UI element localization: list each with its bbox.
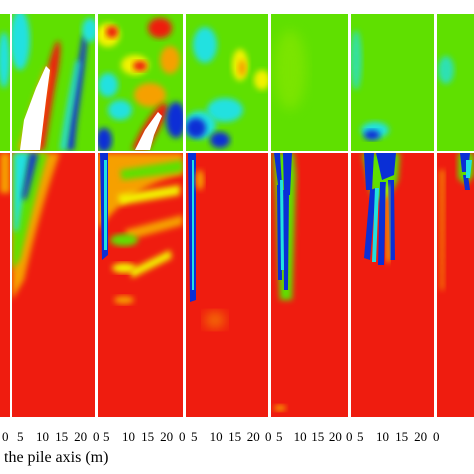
tick-label: 10	[376, 429, 389, 444]
tick-label: 0	[179, 429, 186, 444]
tick-label: 10	[36, 429, 49, 444]
tick-label: 20	[329, 429, 342, 444]
tick-label: 0	[265, 429, 272, 444]
panel-1-bottom	[12, 153, 95, 417]
tick-label: 5	[17, 429, 24, 444]
tick-label: 20	[74, 429, 87, 444]
panel-6-bottom	[437, 153, 474, 417]
x-axis-title: the pile axis (m)	[4, 449, 109, 466]
tick-label: 0	[433, 429, 440, 444]
panel-4-bottom	[271, 153, 348, 417]
tick-label: 15	[311, 429, 324, 444]
panel-3-bottom	[186, 153, 268, 417]
tick-label: 0	[93, 429, 100, 444]
tick-label: 15	[141, 429, 154, 444]
panel-4-top	[271, 14, 348, 151]
tick-label: 20	[160, 429, 173, 444]
panel-2-top	[98, 14, 183, 151]
panel-5-bottom	[351, 153, 434, 417]
tick-label: 0	[346, 429, 353, 444]
panel-3-top	[186, 14, 268, 151]
tick-label: 10	[210, 429, 223, 444]
tick-label: 5	[103, 429, 110, 444]
panel-5-top	[351, 14, 434, 151]
tick-label: 10	[122, 429, 135, 444]
edge-strip-bottom	[0, 153, 10, 417]
tick-label: 20	[247, 429, 260, 444]
tick-label: 5	[357, 429, 364, 444]
tick-label: 20	[414, 429, 427, 444]
tick-label: 5	[191, 429, 198, 444]
panel-2-bottom	[98, 153, 183, 417]
edge-strip-top	[0, 14, 10, 151]
tick-label: 15	[395, 429, 408, 444]
tick-label: 15	[55, 429, 68, 444]
tick-label: 15	[228, 429, 241, 444]
panel-6-top	[437, 14, 474, 151]
tick-label: 10	[294, 429, 307, 444]
tick-label: 0	[2, 429, 9, 444]
x-tick-labels: 0 5 10 15 20 0 5 10 15 20 0 5 10 15 20 0 5 10 15 20 0 5 10 15 20…	[2, 429, 440, 444]
panel-1-top	[12, 14, 95, 151]
tick-label: 5	[276, 429, 283, 444]
